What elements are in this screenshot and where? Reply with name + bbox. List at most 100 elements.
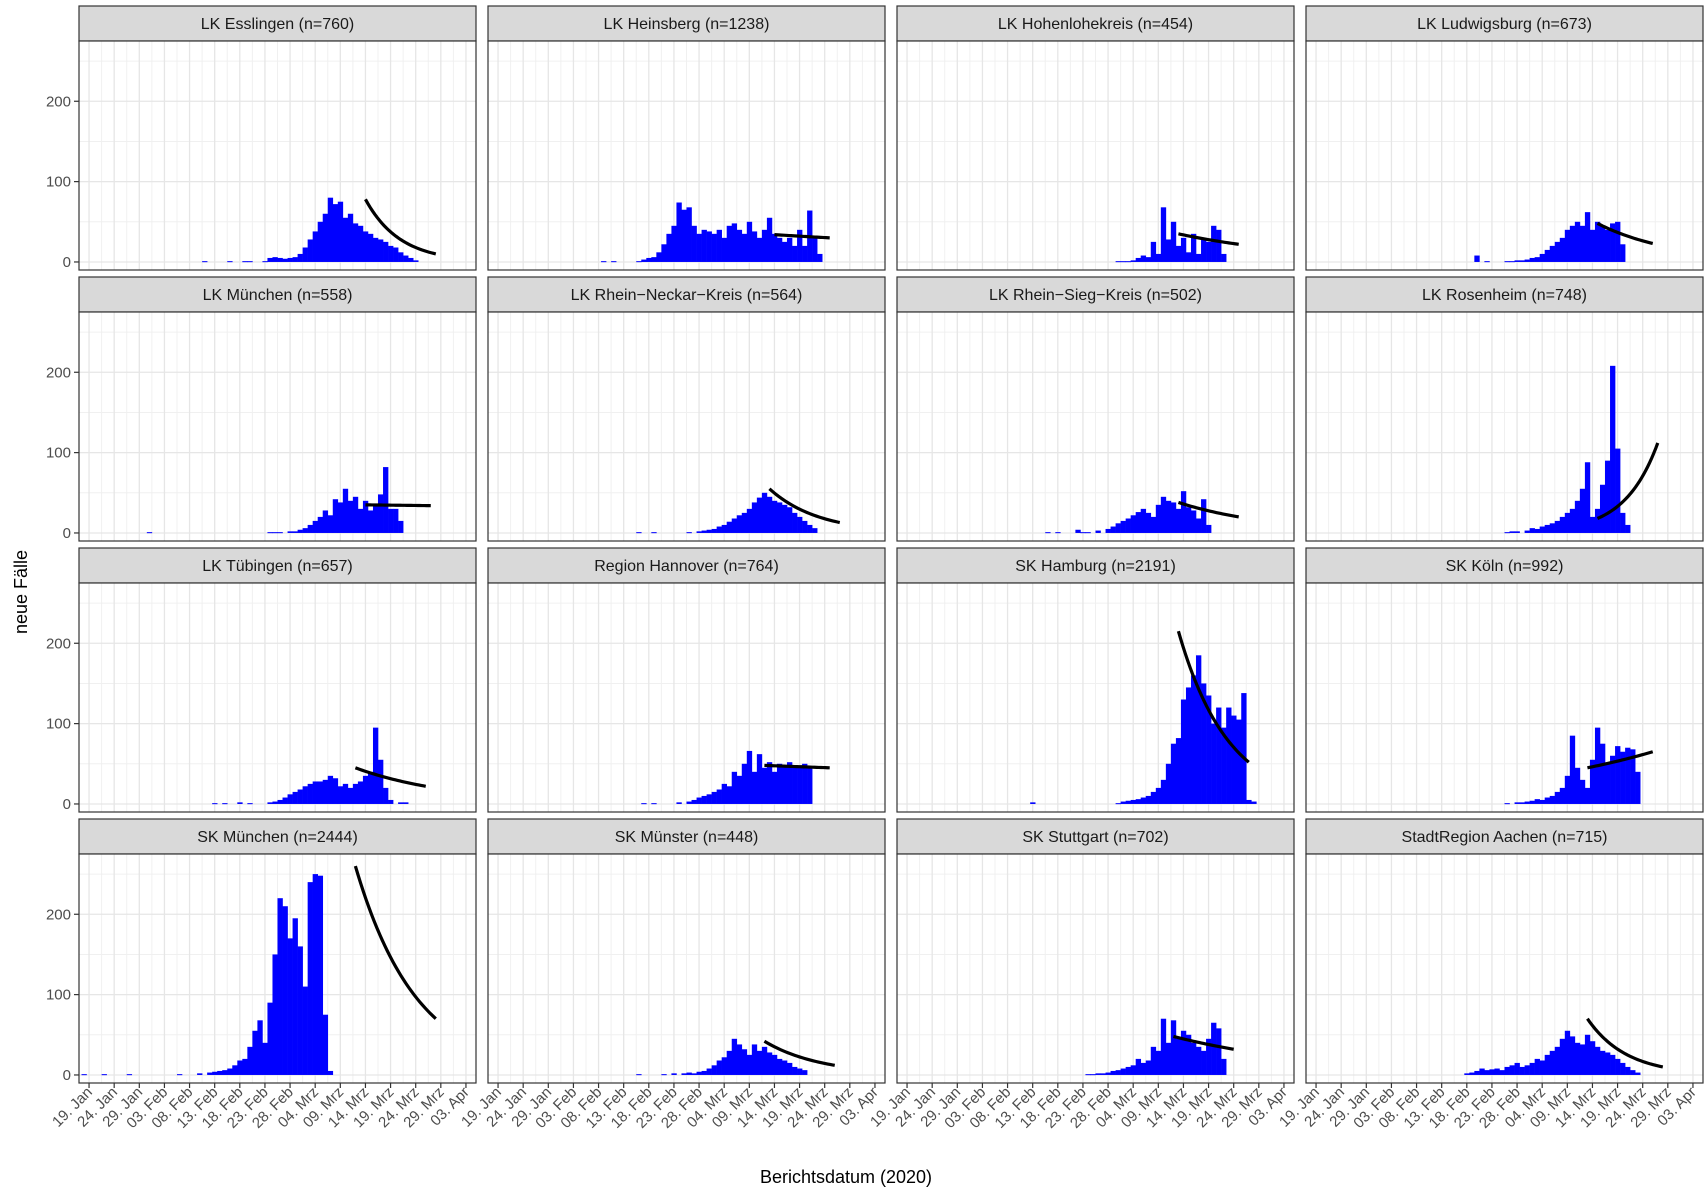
bar (636, 532, 642, 534)
bar (1544, 524, 1551, 533)
bar (1524, 259, 1530, 262)
bar (676, 202, 682, 262)
bar (716, 789, 722, 804)
bar (322, 510, 329, 533)
facet-panel: LK Esslingen (n=760) 0 100 200 (46, 5, 477, 271)
facet-panel: SK Hamburg (n=2191) (896, 547, 1295, 813)
bar (267, 1002, 273, 1075)
bar (696, 233, 702, 262)
bar (751, 771, 758, 804)
bar (1030, 802, 1036, 804)
bar (1544, 1054, 1551, 1075)
bar (332, 499, 339, 533)
bar (332, 778, 339, 804)
bar (277, 898, 283, 1075)
panel-border (487, 853, 886, 1084)
bar (388, 245, 394, 262)
bar (302, 986, 308, 1075)
bar (1201, 499, 1207, 533)
bar (601, 261, 607, 263)
panel-border (1305, 582, 1704, 813)
bar (1610, 755, 1616, 804)
bar (681, 209, 687, 262)
bar (1045, 532, 1051, 534)
facet-title: LK Ludwigsburg (n=673) (1417, 16, 1592, 33)
bar (1185, 507, 1192, 533)
bar (746, 508, 753, 533)
bar (756, 497, 763, 533)
bar (1216, 229, 1222, 262)
y-tick-label: 100 (46, 716, 71, 733)
bar (1180, 1030, 1187, 1075)
bar (398, 802, 404, 804)
panel-border (78, 582, 477, 813)
bar (721, 524, 728, 533)
bar (362, 231, 369, 262)
facet-strip (487, 276, 886, 313)
bar (736, 515, 743, 533)
facet-panel: LK München (n=558) 0 100 200 (46, 276, 477, 542)
bar (1105, 528, 1111, 533)
bar (807, 767, 813, 804)
bar (222, 1070, 228, 1075)
bar (1150, 791, 1157, 804)
bar (302, 786, 308, 804)
bar (787, 507, 793, 533)
bar (247, 803, 253, 805)
bar (787, 762, 793, 804)
bar (1221, 1058, 1227, 1075)
bar (1599, 484, 1606, 533)
bar (1519, 260, 1525, 262)
bar (1474, 1070, 1480, 1075)
bar (731, 223, 738, 262)
bar (1529, 1062, 1535, 1075)
bar (766, 496, 773, 533)
bar (1155, 787, 1162, 804)
facet-strip (487, 5, 886, 42)
bar (1519, 802, 1525, 804)
bar (761, 767, 768, 804)
bar (1140, 1062, 1147, 1075)
bar (671, 225, 677, 262)
bar (257, 1020, 263, 1075)
facet-panels: LK Esslingen (n=760) 0 100 200 LK Heinsberg … (46, 5, 1704, 1132)
bar (691, 225, 697, 262)
bar (312, 874, 319, 1075)
bar (1125, 1066, 1131, 1075)
bar (222, 803, 228, 805)
bar (1196, 253, 1202, 262)
facet-title: Region Hannover (n=764) (594, 558, 779, 575)
bar (287, 938, 293, 1075)
bar (716, 526, 722, 533)
bar (731, 1038, 738, 1075)
bar (1160, 496, 1167, 533)
bar (761, 229, 768, 262)
bar (1085, 532, 1091, 534)
bar (322, 779, 329, 804)
bar (696, 797, 702, 804)
bar (327, 515, 334, 533)
panel-border (487, 40, 886, 271)
y-tick-label: 200 (46, 364, 71, 381)
bar (272, 801, 278, 804)
bar (367, 771, 374, 804)
bar (1160, 1018, 1167, 1075)
panel-border (487, 311, 886, 542)
bar (267, 532, 273, 534)
bar (706, 794, 712, 804)
bar (367, 510, 374, 533)
bar (312, 231, 319, 262)
bar (751, 1044, 758, 1075)
facet-title: SK Köln (n=992) (1446, 558, 1564, 575)
bar (262, 261, 268, 263)
bar (1120, 1068, 1126, 1075)
fit-curve (763, 1039, 836, 1067)
bar (302, 528, 308, 533)
bar (378, 759, 384, 804)
bar (611, 261, 617, 263)
bar (1226, 707, 1232, 804)
bar (1509, 531, 1515, 533)
panel-border (78, 311, 477, 542)
